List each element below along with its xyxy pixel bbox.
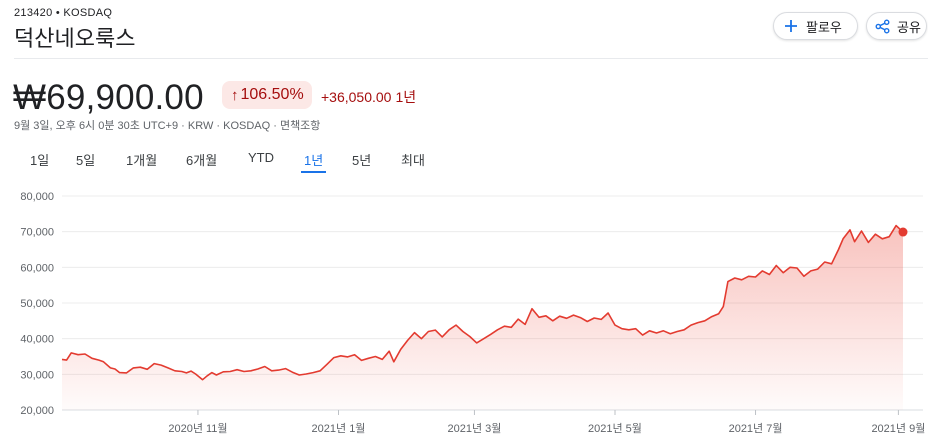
- x-tick-label: 2021년 9월: [871, 422, 925, 435]
- tab-5y[interactable]: 5년: [352, 153, 372, 168]
- share-icon: [875, 19, 890, 34]
- tab-1m[interactable]: 1개월: [126, 153, 158, 168]
- y-tick-label: 60,000: [20, 262, 54, 274]
- range-tabs: 1일 5일 1개월 6개월 YTD 1년 5년 최대: [0, 150, 460, 174]
- x-tick-label: 2021년 7월: [729, 422, 783, 435]
- header-divider: [14, 58, 928, 59]
- x-tick-label: 2021년 5월: [588, 422, 642, 435]
- price-line: [61, 224, 904, 381]
- tab-1d[interactable]: 1일: [30, 153, 50, 168]
- change-period: 1년: [395, 89, 417, 105]
- tab-ytd[interactable]: YTD: [248, 150, 274, 165]
- y-tick-label: 70,000: [20, 227, 54, 239]
- y-tick-label: 30,000: [20, 369, 54, 381]
- percent-change-value: 106.50%: [240, 86, 304, 103]
- follow-button[interactable]: 팔로우: [773, 12, 858, 40]
- y-tick-label: 20,000: [20, 405, 54, 417]
- tab-6m[interactable]: 6개월: [186, 153, 218, 168]
- follow-button-label: 팔로우: [806, 19, 842, 35]
- current-price-dot: [898, 227, 908, 237]
- y-tick-label: 40,000: [20, 334, 54, 346]
- y-tick-label: 50,000: [20, 298, 54, 310]
- price-chart[interactable]: 20,000 30,000 40,000 50,000 60,000 70,000 80,0…: [0, 182, 928, 444]
- absolute-change-value: +36,050.00: [321, 89, 392, 105]
- x-tick-label: 2021년 3월: [447, 422, 501, 435]
- plus-icon: [784, 19, 798, 33]
- share-button[interactable]: 공유: [866, 12, 927, 40]
- percent-change-badge: ↑ 106.50%: [222, 81, 312, 109]
- share-button-label: 공유: [897, 19, 921, 35]
- current-price: ₩69,900.00: [13, 78, 204, 117]
- absolute-change: +36,050.00 1년: [321, 87, 416, 107]
- page-title: 덕산네오룩스: [14, 26, 136, 51]
- tab-max[interactable]: 최대: [401, 153, 425, 168]
- price-area: [62, 225, 903, 410]
- arrow-up-icon: ↑: [231, 86, 239, 104]
- tab-1y[interactable]: 1년: [300, 150, 327, 173]
- x-tick-label: 2021년 1월: [312, 422, 366, 435]
- quote-meta: 9월 3일, 오후 6시 0분 30초 UTC+9 · KRW · KOSDAQ…: [14, 120, 321, 132]
- ticker-label: 213420 • KOSDAQ: [14, 7, 113, 19]
- x-tick-label: 2020년 11월: [168, 422, 227, 435]
- y-tick-label: 80,000: [20, 191, 54, 203]
- tab-5d[interactable]: 5일: [76, 153, 96, 168]
